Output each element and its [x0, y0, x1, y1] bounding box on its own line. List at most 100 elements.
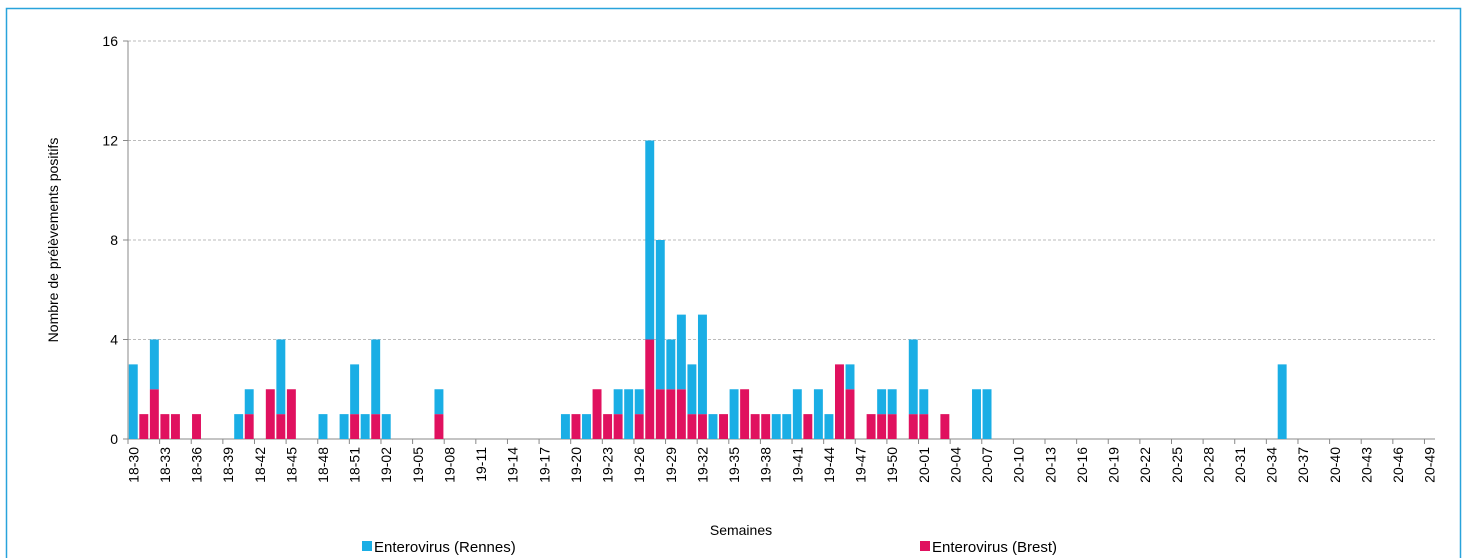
bar: [265, 389, 275, 439]
bar: [434, 414, 444, 439]
bar: [1277, 364, 1287, 439]
bar: [592, 389, 602, 439]
bar: [666, 389, 676, 439]
x-tick-label: 19-47: [853, 447, 869, 483]
bar: [845, 364, 855, 390]
bar: [708, 414, 718, 439]
bar: [350, 364, 360, 415]
x-tick-label: 19-17: [536, 447, 552, 483]
bar: [877, 389, 887, 415]
bar: [160, 414, 170, 439]
y-tick-label: 4: [110, 332, 118, 348]
x-tick-label: 20-01: [916, 447, 932, 483]
bar: [908, 339, 918, 415]
bar: [139, 414, 149, 439]
bar: [940, 414, 950, 439]
bar: [655, 240, 665, 390]
bar: [582, 414, 591, 439]
bar: [170, 414, 180, 439]
bar: [560, 414, 570, 439]
bar: [371, 339, 381, 415]
y-tick-label: 0: [110, 431, 118, 447]
bar: [350, 414, 360, 439]
x-tick-label: 20-19: [1106, 447, 1122, 483]
x-tick-label: 19-44: [821, 447, 837, 483]
x-tick-label: 18-51: [347, 447, 363, 483]
bar: [244, 414, 254, 439]
x-tick-label: 19-35: [726, 447, 742, 483]
bar: [919, 389, 929, 415]
bar: [697, 314, 707, 415]
x-tick-label: 19-29: [663, 447, 679, 483]
bar: [634, 389, 644, 415]
x-tick-label: 20-16: [1074, 447, 1090, 483]
bar: [613, 389, 623, 415]
x-tick-label: 18-33: [157, 447, 173, 483]
bar: [624, 389, 634, 439]
bar: [877, 414, 887, 439]
legend-swatch: [920, 541, 930, 551]
bar: [866, 414, 876, 439]
x-tick-label: 19-50: [884, 447, 900, 483]
bar: [845, 389, 855, 439]
bar: [371, 414, 381, 439]
bar: [697, 414, 707, 439]
bar: [276, 339, 286, 415]
bar: [687, 414, 697, 439]
x-axis-label: Semaines: [710, 522, 772, 538]
bar: [719, 414, 728, 439]
bar: [434, 389, 444, 415]
y-axis-label: Nombre de prélèvements positifs: [45, 138, 61, 343]
bar: [782, 414, 792, 439]
bar: [634, 414, 644, 439]
y-tick-label: 8: [110, 232, 118, 248]
x-tick-label: 20-13: [1042, 447, 1058, 483]
x-tick-label: 19-38: [758, 447, 774, 483]
bar: [750, 414, 760, 439]
x-tick-label: 18-39: [220, 447, 236, 483]
bar: [128, 364, 138, 439]
x-tick-label: 18-36: [189, 447, 205, 483]
x-tick-label: 18-48: [315, 447, 331, 483]
x-tick-label: 19-32: [694, 447, 710, 483]
y-tick-label: 16: [102, 33, 118, 49]
bar: [771, 414, 781, 439]
bar: [603, 414, 613, 439]
bar: [645, 140, 655, 340]
bar: [908, 414, 918, 439]
bar: [286, 389, 296, 439]
x-tick-label: 19-02: [378, 447, 394, 483]
bar: [740, 389, 750, 439]
bar: [824, 414, 834, 439]
x-tick-label: 20-46: [1390, 447, 1406, 483]
x-tick-label: 20-04: [947, 447, 963, 483]
bar: [149, 339, 159, 390]
bar: [687, 364, 697, 415]
x-tick-label: 20-28: [1200, 447, 1216, 483]
bar: [792, 389, 802, 439]
x-tick-label: 18-30: [125, 447, 141, 483]
bar: [982, 389, 992, 439]
x-tick-label: 20-07: [979, 447, 995, 483]
bar: [244, 389, 254, 415]
x-tick-label: 19-23: [600, 447, 616, 483]
bar: [676, 314, 686, 390]
x-tick-label: 18-45: [283, 447, 299, 483]
x-tick-label: 19-05: [410, 447, 426, 483]
bar: [571, 414, 581, 439]
bar: [887, 414, 897, 439]
bar: [276, 414, 286, 439]
x-tick-label: 20-25: [1169, 447, 1185, 483]
bar: [803, 414, 813, 439]
x-tick-label: 19-14: [505, 447, 521, 483]
x-tick-label: 20-40: [1327, 447, 1343, 483]
x-tick-label: 20-31: [1232, 447, 1248, 483]
bar: [676, 389, 686, 439]
bar: [613, 414, 623, 439]
bar: [318, 414, 328, 439]
legend-swatch: [362, 541, 372, 551]
x-tick-label: 20-34: [1264, 447, 1280, 483]
bar: [360, 414, 370, 439]
